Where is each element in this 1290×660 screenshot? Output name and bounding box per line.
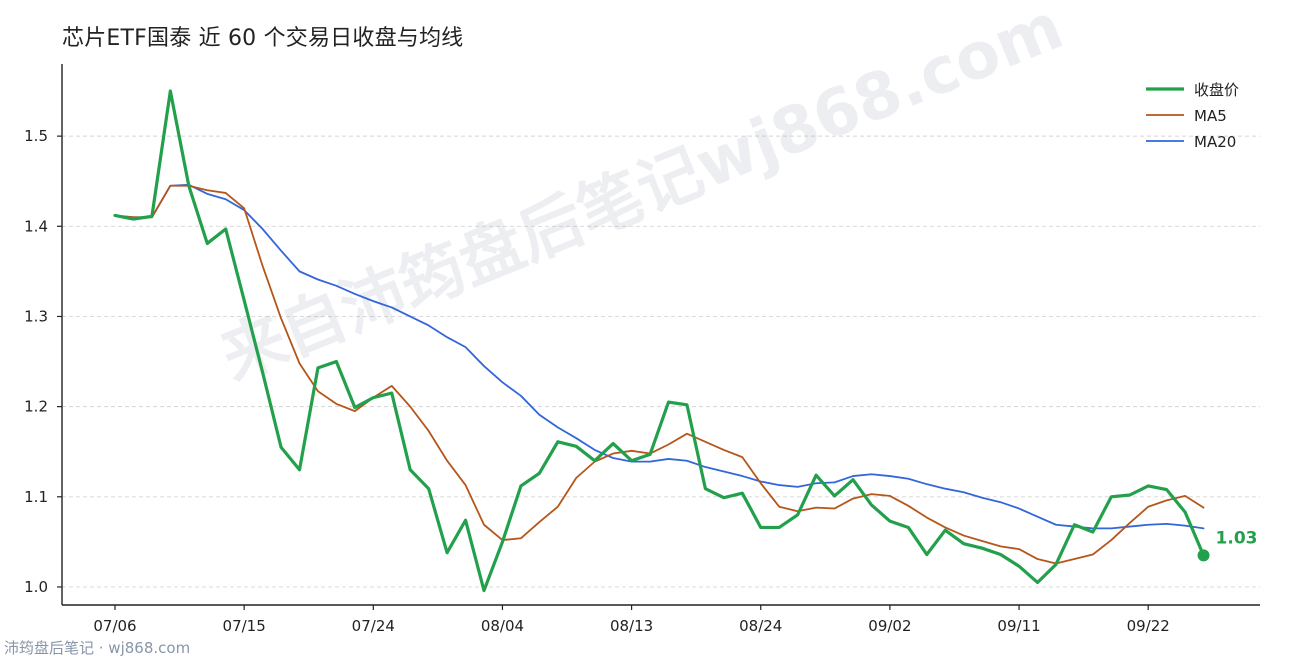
- series-line-ma5: [114, 184, 1205, 565]
- watermark: 来自沛筠盘后笔记wj868.com: [211, 0, 1073, 395]
- last-value-label: 1.03: [1216, 528, 1258, 548]
- y-tick-label: 1.4: [24, 217, 48, 235]
- axes: [61, 64, 1260, 606]
- series-line-ma20: [114, 183, 1205, 530]
- grid-lines: [62, 135, 1260, 588]
- x-tick-label: 07/15: [223, 617, 266, 635]
- series-line-close: [113, 89, 1206, 593]
- x-tick-label: 09/02: [868, 617, 911, 635]
- legend: 收盘价 MA5 MA20: [1146, 81, 1239, 151]
- y-axis-ticks: 1.0 1.1 1.2 1.3 1.4 1.5: [24, 127, 62, 596]
- y-tick-label: 1.1: [24, 488, 48, 506]
- y-tick-label: 1.0: [24, 578, 48, 596]
- chart-title: 芯片ETF国泰 近 60 个交易日收盘与均线: [62, 26, 464, 51]
- x-axis-ticks: 07/06 07/15 07/24 08/04 08/13 08/24 09/02 09/11…: [93, 605, 1170, 635]
- watermark-text: 来自沛筠盘后笔记wj868.com: [211, 0, 1073, 395]
- footer-source: 沛筠盘后笔记 · wj868.com: [4, 639, 191, 657]
- last-value-annotation: 1.03: [1197, 528, 1258, 562]
- y-tick-label: 1.2: [24, 398, 48, 416]
- y-tick-label: 1.3: [24, 307, 48, 325]
- x-tick-label: 08/04: [481, 617, 524, 635]
- x-tick-label: 09/11: [997, 617, 1040, 635]
- x-tick-label: 07/06: [93, 617, 136, 635]
- legend-label: MA5: [1194, 107, 1227, 125]
- series-lines: [113, 89, 1206, 593]
- y-tick-label: 1.5: [24, 127, 48, 145]
- legend-label: 收盘价: [1194, 81, 1239, 99]
- x-tick-label: 08/24: [739, 617, 782, 635]
- x-tick-label: 08/13: [610, 617, 653, 635]
- x-tick-label: 07/24: [352, 617, 395, 635]
- legend-label: MA20: [1194, 133, 1236, 151]
- x-tick-label: 09/22: [1127, 617, 1170, 635]
- last-value-dot: [1197, 549, 1210, 562]
